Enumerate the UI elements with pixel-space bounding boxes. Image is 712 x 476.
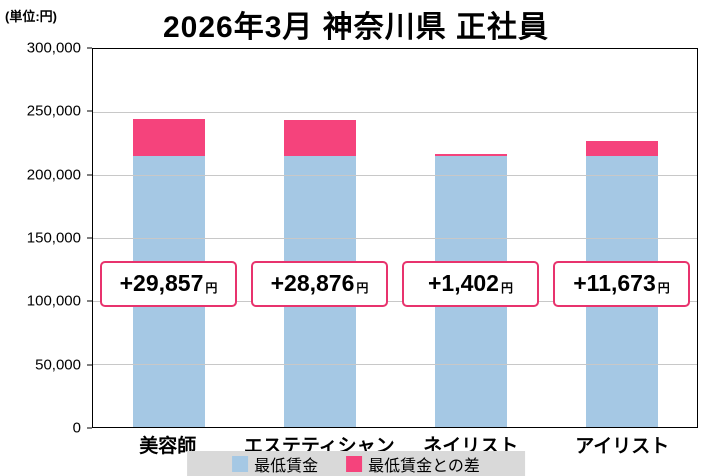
bar-column: +1,402 円 xyxy=(395,49,546,427)
difference-label-box: +1,402 円 xyxy=(402,260,539,307)
difference-value: +29,857 xyxy=(119,270,204,297)
y-tick-label: 200,000 xyxy=(26,166,81,184)
legend-item: 最低賃金 xyxy=(232,452,318,476)
difference-value: +1,402 xyxy=(427,270,499,297)
gridline xyxy=(93,364,697,365)
difference-unit: 円 xyxy=(356,280,369,295)
y-tick-label: 100,000 xyxy=(26,292,81,310)
legend-label: 最低賃金との差 xyxy=(368,457,480,475)
chart-title: 2026年3月 神奈川県 正社員 xyxy=(162,11,550,44)
x-category-label: 美容師 xyxy=(139,436,197,457)
bar-column: +28,876 円 xyxy=(244,49,395,427)
y-tick-mark xyxy=(87,47,92,49)
y-tick-label: 150,000 xyxy=(26,229,81,247)
difference-label-box: +28,876 円 xyxy=(251,260,388,307)
y-tick-mark xyxy=(87,237,92,239)
bar-segment-difference xyxy=(132,118,205,157)
y-tick-label: 300,000 xyxy=(26,39,81,57)
y-tick-mark xyxy=(87,110,92,112)
difference-value: +28,876 xyxy=(270,270,355,297)
y-tick-label: 0 xyxy=(72,419,81,437)
legend-swatch xyxy=(346,455,363,472)
bar-segment-difference xyxy=(585,141,658,157)
gridline xyxy=(93,112,697,113)
legend-label: 最低賃金 xyxy=(254,457,319,475)
bar-column: +29,857 円 xyxy=(93,49,244,427)
difference-label-box: +29,857 円 xyxy=(100,260,237,307)
unit-label: (単位:円) xyxy=(5,9,57,24)
difference-unit: 円 xyxy=(500,280,513,295)
y-tick-mark xyxy=(87,300,92,302)
plot-area: +29,857 円 +28,876 円 +1,402 円 +11,673 円 xyxy=(92,48,698,428)
difference-label-box: +11,673 円 xyxy=(553,260,690,307)
legend-swatch xyxy=(232,455,249,472)
legend-item: 最低賃金との差 xyxy=(346,452,480,476)
y-tick-mark xyxy=(87,364,92,366)
difference-unit: 円 xyxy=(657,280,670,295)
y-tick-mark xyxy=(87,174,92,176)
y-axis: 300,000 250,000 200,000 150,000 100,000 50,00… xyxy=(0,40,92,437)
y-tick-label: 250,000 xyxy=(26,102,81,120)
y-tick-label: 50,000 xyxy=(35,356,81,374)
legend: 最低賃金 最低賃金との差 xyxy=(187,451,525,476)
gridline xyxy=(93,301,697,302)
y-tick-mark xyxy=(87,427,92,429)
difference-unit: 円 xyxy=(205,280,218,295)
bar-columns: +29,857 円 +28,876 円 +1,402 円 +11,673 円 xyxy=(93,49,697,427)
bar-segment-difference xyxy=(434,154,507,157)
gridline xyxy=(93,175,697,176)
x-category-label: アイリスト xyxy=(575,436,670,457)
bar-column: +11,673 円 xyxy=(546,49,697,427)
bar-segment-difference xyxy=(283,119,356,157)
gridline xyxy=(93,238,697,239)
difference-value: +11,673 xyxy=(573,270,656,297)
